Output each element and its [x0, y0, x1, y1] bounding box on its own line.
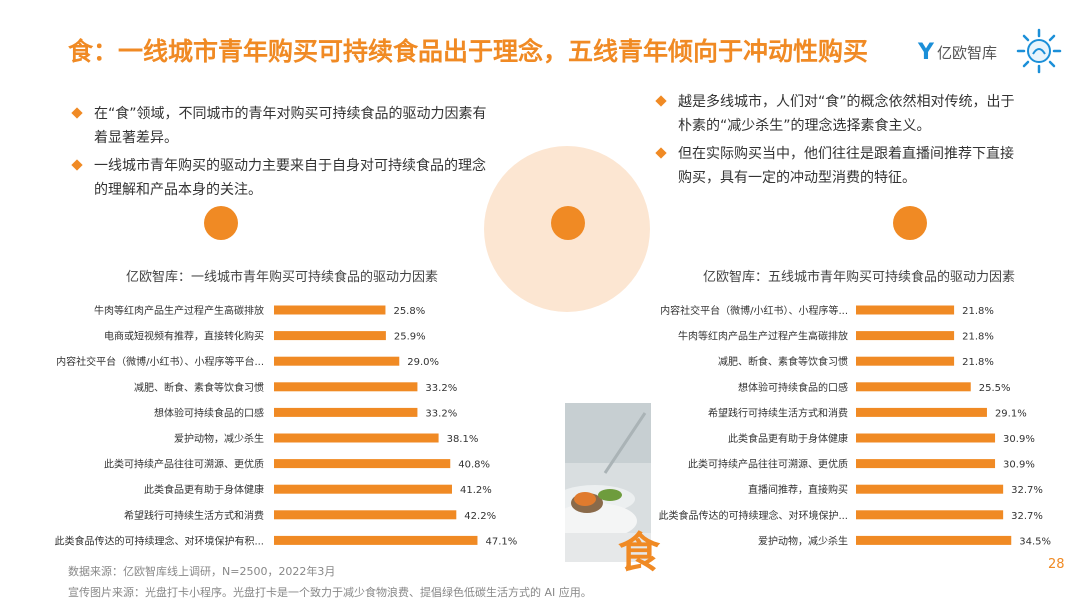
value-label: 21.8%	[962, 306, 994, 317]
value-label: 30.9%	[1003, 434, 1035, 445]
image-source-note: 宣传图片来源：光盘打卡小程序。光盘打卡是一个致力于减少食物浪费、提倡绿色低碳生活…	[68, 586, 592, 599]
value-label: 34.5%	[1019, 536, 1051, 547]
bar	[856, 535, 1012, 545]
left-bar-chart: 牛肉等红肉产品生产过程产生高碳排放 25.8% 电商或短视频有推荐，直接转化购买 25…	[54, 304, 517, 547]
bar	[856, 459, 996, 469]
bar	[856, 407, 987, 417]
bar	[274, 484, 452, 494]
bar	[856, 305, 955, 315]
value-label: 21.8%	[962, 332, 994, 343]
value-label: 25.9%	[394, 332, 426, 343]
category-label: 减肥、断食、素食等饮食习惯	[134, 381, 264, 394]
value-label: 25.5%	[979, 383, 1011, 394]
bar	[274, 305, 386, 315]
bar	[274, 407, 418, 417]
category-label: 想体验可持续食品的口感	[738, 381, 848, 394]
bar	[274, 459, 451, 469]
value-label: 42.2%	[464, 511, 496, 522]
bar	[856, 433, 996, 443]
category-label: 电商或短视频有推荐，直接转化购买	[104, 330, 264, 343]
right-bullet-item: 但在实际购买当中，他们往往是跟着直播间推荐下直接购买，具有一定的冲动型消费的特征…	[652, 142, 1020, 190]
value-label: 41.2%	[460, 485, 492, 496]
value-label: 38.1%	[447, 434, 479, 445]
bar	[274, 535, 478, 545]
value-label: 47.1%	[485, 536, 517, 547]
value-label: 30.9%	[1003, 460, 1035, 471]
sun-logo-icon	[1016, 28, 1062, 74]
right-bullet-item: 越是多线城市，人们对“食”的概念依然相对传统，出于朴素的“减少杀生”的理念选择素…	[652, 90, 1020, 138]
value-label: 25.8%	[393, 306, 425, 317]
category-label: 牛肉等红肉产品生产过程产生高碳排放	[94, 304, 264, 317]
value-label: 32.7%	[1011, 511, 1043, 522]
bar	[856, 510, 1004, 520]
category-label: 希望践行可持续生活方式和消费	[124, 509, 264, 522]
left-bullet-list: 在“食”领域，不同城市的青年对购买可持续食品的驱动力因素有着显著差异。 一线城市…	[68, 102, 488, 206]
category-label: 牛肉等红肉产品生产过程产生高碳排放	[678, 330, 848, 343]
bar	[274, 510, 457, 520]
category-label: 希望践行可持续生活方式和消费	[708, 406, 848, 419]
bar	[274, 382, 418, 392]
bar	[856, 382, 971, 392]
value-label: 29.1%	[995, 408, 1027, 419]
value-label: 40.8%	[458, 460, 490, 471]
category-label: 此类可持续产品往往可溯源、更优质	[104, 458, 264, 471]
category-label: 爱护动物，减少杀生	[758, 534, 848, 547]
category-label: 此类食品更有助于身体健康	[144, 483, 264, 496]
category-label: 内容社交平台（微博/小红书）、小程序等...	[660, 304, 848, 317]
decorative-dot	[204, 206, 238, 240]
decorative-dot	[551, 206, 585, 240]
bar	[274, 356, 400, 366]
value-label: 21.8%	[962, 357, 994, 368]
category-label: 爱护动物，减少杀生	[174, 432, 264, 445]
yiou-logo-mark: Y	[918, 40, 934, 65]
right-bar-chart: 内容社交平台（微博/小红书）、小程序等... 21.8% 牛肉等红肉产品生产过程产生…	[658, 304, 1051, 547]
yiou-logo-text: 亿欧智库	[936, 44, 997, 62]
food-photo	[565, 403, 651, 562]
value-label: 32.7%	[1011, 485, 1043, 496]
value-label: 29.0%	[407, 357, 439, 368]
bar	[856, 484, 1004, 494]
left-chart-title: 亿欧智库：一线城市青年购买可持续食品的驱动力因素	[126, 270, 439, 285]
right-chart-title: 亿欧智库：五线城市青年购买可持续食品的驱动力因素	[703, 270, 1016, 285]
bar	[856, 356, 955, 366]
category-label: 此类食品传达的可持续理念、对环境保护有积...	[54, 534, 264, 547]
category-label: 内容社交平台（微博/小红书）、小程序等平台...	[56, 355, 264, 368]
category-label: 此类食品更有助于身体健康	[728, 432, 848, 445]
category-label: 此类可持续产品往往可溯源、更优质	[688, 458, 848, 471]
right-bullet-list: 越是多线城市，人们对“食”的概念依然相对传统，出于朴素的“减少杀生”的理念选择素…	[652, 90, 1020, 194]
category-label: 想体验可持续食品的口感	[154, 406, 264, 419]
data-source-note: 数据来源：亿欧智库线上调研，N=2500，2022年3月	[68, 565, 336, 578]
left-bullet-item: 在“食”领域，不同城市的青年对购买可持续食品的驱动力因素有着显著差异。	[68, 102, 488, 150]
bar	[274, 331, 386, 341]
category-label: 减肥、断食、素食等饮食习惯	[718, 355, 848, 368]
yiou-logo: Y 亿欧智库	[918, 40, 997, 65]
value-label: 33.2%	[425, 408, 457, 419]
decorative-dot	[893, 206, 927, 240]
left-bullet-item: 一线城市青年购买的驱动力主要来自于自身对可持续食品的理念的理解和产品本身的关注。	[68, 154, 488, 202]
bar	[856, 331, 955, 341]
page-number: 28	[1048, 557, 1065, 572]
category-label: 此类食品传达的可持续理念、对环境保护...	[658, 509, 848, 522]
value-label: 33.2%	[425, 383, 457, 394]
food-character: 食	[618, 528, 661, 577]
bar	[274, 433, 439, 443]
category-label: 直播间推荐，直接购买	[748, 483, 848, 496]
page-title: 食：一线城市青年购买可持续食品出于理念，五线青年倾向于冲动性购买	[68, 37, 869, 66]
